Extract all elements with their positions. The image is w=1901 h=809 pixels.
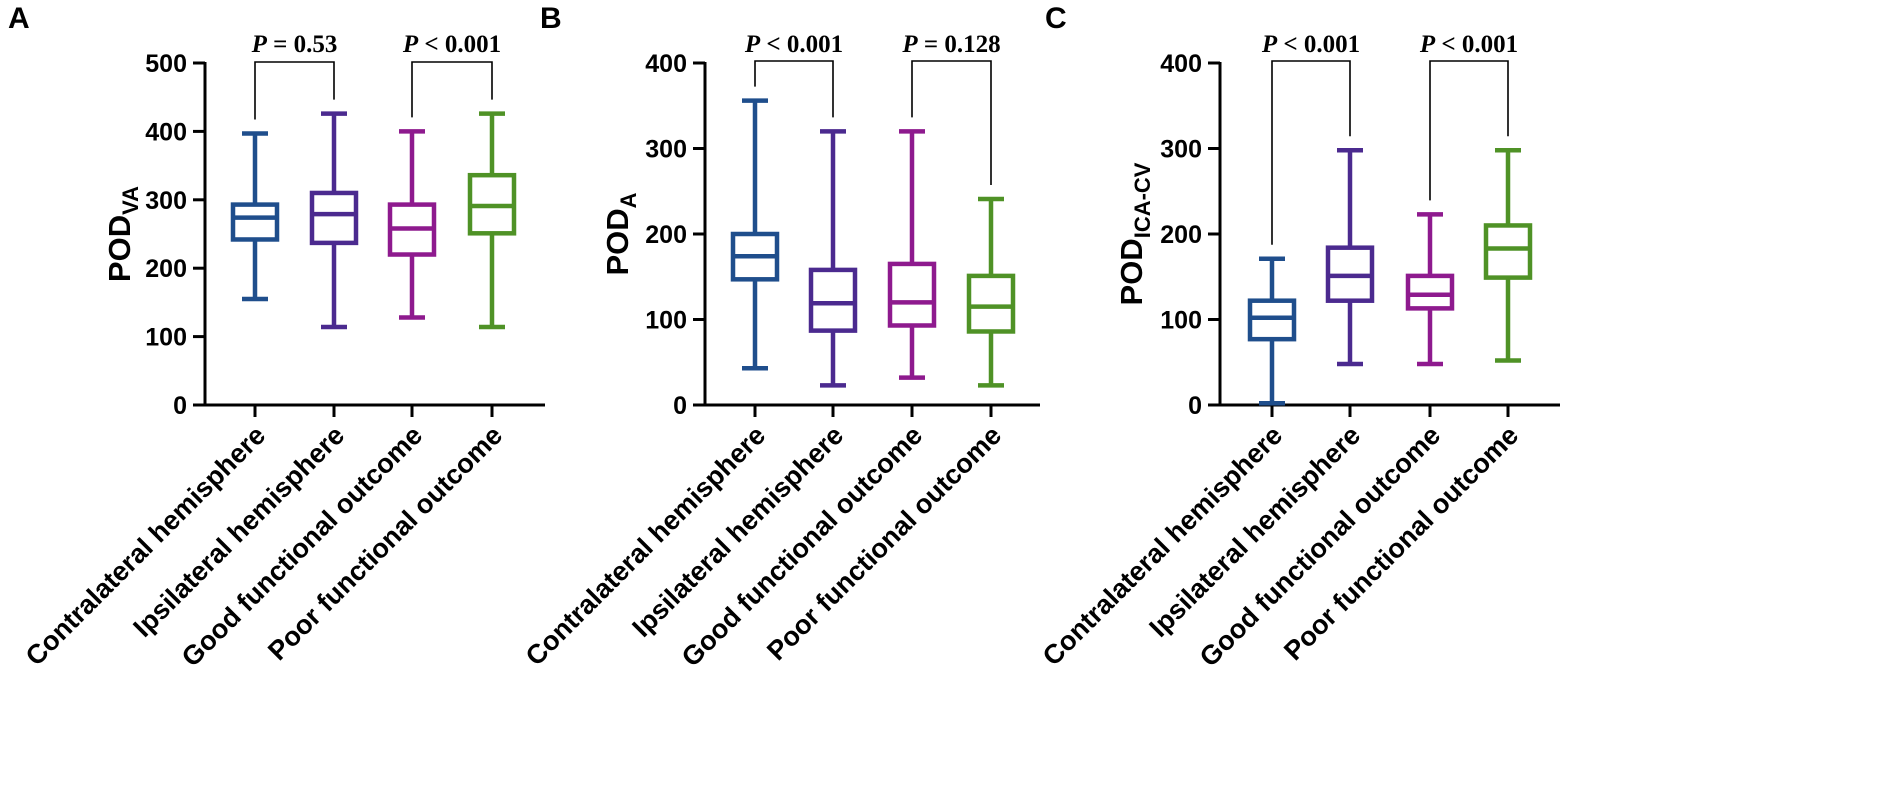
- iqr-box: [808, 267, 858, 333]
- p-value-label: P < 0.001: [402, 31, 501, 58]
- y-tick-label: 0: [673, 392, 687, 420]
- y-tick-label: 300: [1160, 136, 1202, 164]
- box-3: [887, 129, 937, 380]
- p-value-label: P < 0.001: [744, 31, 843, 58]
- y-axis-label: PODVA: [102, 186, 143, 282]
- iqr-box: [887, 261, 937, 328]
- y-axis-label-main: POD: [600, 208, 635, 275]
- y-tick-label: 200: [145, 255, 187, 283]
- p-symbol: P: [402, 31, 419, 58]
- significance-bracket: [911, 60, 992, 185]
- y-tick-label: 0: [1188, 392, 1202, 420]
- y-tick-label: 100: [645, 307, 687, 335]
- panel-letter: B: [540, 2, 562, 35]
- box-3: [387, 129, 437, 320]
- y-tick-label: 500: [145, 50, 187, 78]
- y-tick-label: 300: [145, 187, 187, 215]
- iqr-box: [230, 202, 280, 242]
- iqr-box: [1405, 273, 1455, 311]
- p-value-label: P < 0.001: [1261, 31, 1360, 58]
- p-value-text: < 0.001: [1435, 31, 1518, 58]
- iqr-box: [1483, 223, 1533, 280]
- y-tick-label: 400: [145, 118, 187, 146]
- y-axis-label-subscript: VA: [118, 186, 143, 215]
- y-tick-label: 0: [173, 392, 187, 420]
- iqr-box: [309, 190, 359, 246]
- y-axis-label: PODICA-CV: [1114, 162, 1155, 305]
- y-axis-label-subscript: ICA-CV: [1130, 162, 1155, 238]
- p-symbol: P: [1261, 31, 1278, 58]
- p-value-text: < 0.001: [418, 31, 501, 58]
- p-value-label: P = 0.53: [251, 31, 338, 58]
- box-4: [966, 196, 1016, 388]
- y-axis-label-main: POD: [102, 215, 137, 282]
- y-axis-label-main: POD: [1114, 238, 1149, 305]
- y-tick-label: 100: [1160, 307, 1202, 335]
- p-value-text: = 0.128: [918, 31, 1001, 58]
- p-value-label: P = 0.128: [901, 31, 1000, 58]
- box-2: [309, 111, 359, 330]
- box-2: [1325, 147, 1375, 367]
- box-3: [1405, 212, 1455, 367]
- y-tick-label: 400: [1160, 50, 1202, 78]
- y-tick-label: 200: [645, 221, 687, 249]
- significance-bracket: [254, 61, 335, 120]
- p-value-text: < 0.001: [1277, 31, 1360, 58]
- panel-letter: C: [1045, 2, 1067, 35]
- y-tick-label: 300: [645, 136, 687, 164]
- box-1: [730, 98, 780, 371]
- y-tick-label: 400: [645, 50, 687, 78]
- box-4: [467, 111, 517, 330]
- box-1: [1247, 256, 1297, 406]
- box-1: [230, 131, 280, 302]
- box-4: [1483, 147, 1533, 363]
- panel-letter: A: [8, 2, 30, 35]
- y-axis-label-subscript: A: [616, 192, 641, 208]
- p-symbol: P: [1419, 31, 1436, 58]
- box-2: [808, 129, 858, 388]
- p-symbol: P: [251, 31, 268, 58]
- iqr-box: [966, 273, 1016, 334]
- y-axis-label: PODA: [600, 192, 641, 275]
- y-tick-label: 200: [1160, 221, 1202, 249]
- significance-bracket: [1429, 60, 1509, 201]
- p-value-text: = 0.53: [267, 31, 338, 58]
- significance-bracket: [754, 60, 834, 118]
- y-tick-label: 100: [145, 324, 187, 352]
- p-value-label: P < 0.001: [1419, 31, 1518, 58]
- p-value-text: < 0.001: [760, 31, 843, 58]
- p-symbol: P: [901, 31, 918, 58]
- significance-bracket: [411, 61, 493, 118]
- p-symbol: P: [744, 31, 761, 58]
- significance-bracket: [1271, 60, 1351, 245]
